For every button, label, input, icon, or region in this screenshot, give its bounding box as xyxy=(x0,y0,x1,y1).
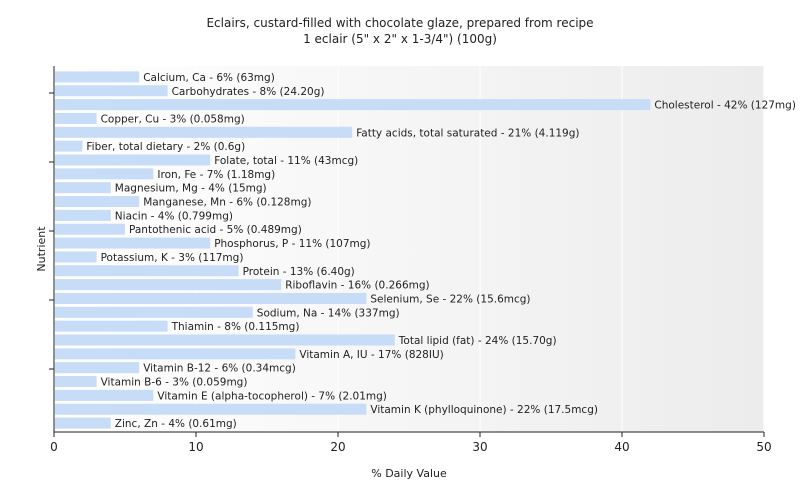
bar-label: Total lipid (fat) - 24% (15.70g) xyxy=(398,335,557,347)
x-tick-label: 0 xyxy=(50,440,58,454)
bar-label: Fiber, total dietary - 2% (0.6g) xyxy=(86,141,245,153)
bar-label: Magnesium, Mg - 4% (15mg) xyxy=(115,183,267,195)
bar[interactable] xyxy=(55,265,239,277)
bar-label: Vitamin B-12 - 6% (0.34mcg) xyxy=(143,363,296,375)
bar-label: Vitamin K (phylloquinone) - 22% (17.5mcg… xyxy=(370,404,598,416)
bar[interactable] xyxy=(55,348,296,360)
bar[interactable] xyxy=(55,154,211,166)
bar[interactable] xyxy=(55,196,140,208)
bar[interactable] xyxy=(55,389,154,401)
bar[interactable] xyxy=(55,71,140,83)
bar-label: Pantothenic acid - 5% (0.489mg) xyxy=(129,224,302,236)
bar-label: Zinc, Zn - 4% (0.61mg) xyxy=(115,418,237,430)
bar-label: Phosphorus, P - 11% (107mg) xyxy=(214,238,370,250)
bar[interactable] xyxy=(55,362,140,374)
x-axis-label: % Daily Value xyxy=(371,467,447,480)
bar[interactable] xyxy=(55,376,97,388)
bar-label: Niacin - 4% (0.799mg) xyxy=(115,210,233,222)
x-tick-label: 30 xyxy=(472,440,487,454)
bar[interactable] xyxy=(55,320,168,332)
x-tick-label: 10 xyxy=(188,440,203,454)
bar[interactable] xyxy=(55,140,83,152)
bar-label: Potassium, K - 3% (117mg) xyxy=(101,252,244,264)
x-tick-label: 50 xyxy=(756,440,771,454)
bar-label: Protein - 13% (6.40g) xyxy=(243,266,355,278)
bar-label: Fatty acids, total saturated - 21% (4.11… xyxy=(356,127,579,139)
bar[interactable] xyxy=(55,112,97,124)
bar[interactable] xyxy=(55,85,168,97)
chart-subtitle: 1 eclair (5" x 2" x 1-3/4") (100g) xyxy=(303,32,497,46)
x-tick-label: 40 xyxy=(614,440,629,454)
bar-label: Sodium, Na - 14% (337mg) xyxy=(257,307,400,319)
bar[interactable] xyxy=(55,209,111,221)
bar[interactable] xyxy=(55,182,111,194)
bar-label: Folate, total - 11% (43mcg) xyxy=(214,155,358,167)
bar-label: Cholesterol - 42% (127mg) xyxy=(654,100,796,112)
bar[interactable] xyxy=(55,292,367,304)
bar-label: Manganese, Mn - 6% (0.128mg) xyxy=(143,197,311,209)
bar-label: Copper, Cu - 3% (0.058mg) xyxy=(101,113,245,125)
x-tick-label: 20 xyxy=(330,440,345,454)
bar[interactable] xyxy=(55,168,154,180)
bar[interactable] xyxy=(55,279,282,291)
bar[interactable] xyxy=(55,417,111,429)
bar[interactable] xyxy=(55,223,125,235)
bar-label: Riboflavin - 16% (0.266mg) xyxy=(285,280,429,292)
bar-label: Selenium, Se - 22% (15.6mcg) xyxy=(370,293,530,305)
bar[interactable] xyxy=(55,334,395,346)
bar[interactable] xyxy=(55,126,353,138)
bar[interactable] xyxy=(55,99,651,111)
bar-label: Iron, Fe - 7% (1.18mg) xyxy=(157,169,275,181)
bar[interactable] xyxy=(55,403,367,415)
bar-label: Calcium, Ca - 6% (63mg) xyxy=(143,72,275,84)
bar[interactable] xyxy=(55,306,253,318)
y-axis-label: Nutrient xyxy=(35,226,48,272)
bar-label: Carbohydrates - 8% (24.20g) xyxy=(172,86,325,98)
bar-label: Thiamin - 8% (0.115mg) xyxy=(171,321,300,333)
bar[interactable] xyxy=(55,237,211,249)
bar-label: Vitamin A, IU - 17% (828IU) xyxy=(299,349,443,361)
bar-label: Vitamin B-6 - 3% (0.059mg) xyxy=(101,377,248,389)
bar-label: Vitamin E (alpha-tocopherol) - 7% (2.01m… xyxy=(157,390,387,402)
chart-title: Eclairs, custard-filled with chocolate g… xyxy=(206,16,594,30)
bar[interactable] xyxy=(55,251,97,263)
